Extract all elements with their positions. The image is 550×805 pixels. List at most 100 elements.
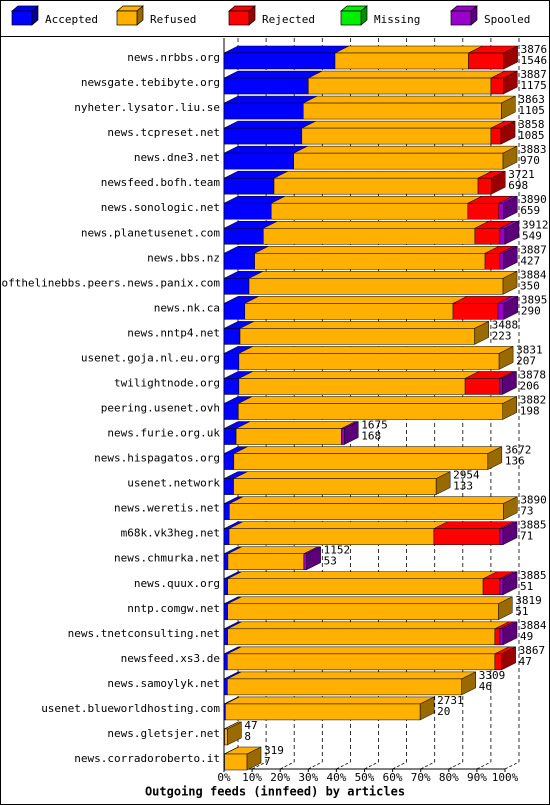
bar-top [334, 45, 483, 54]
accepted-label: 290 [521, 304, 541, 317]
bar-segment [334, 52, 469, 70]
bar-segment [499, 378, 503, 395]
bar-side [502, 396, 518, 420]
accepted-label: 49 [520, 630, 533, 643]
bar-segment [452, 303, 499, 320]
bar-segment [273, 177, 479, 195]
legend-swatch [228, 10, 250, 26]
bar-segment [223, 403, 239, 420]
accepted-label: 71 [520, 530, 533, 543]
bar-side [344, 421, 359, 445]
bar-segment [223, 578, 228, 595]
bar-segment [468, 52, 504, 70]
x-tick-label: 0% [217, 771, 231, 784]
y-tick-label: news.chmurka.net [114, 552, 220, 565]
total-label: 3885 [520, 519, 547, 532]
bar-segment [254, 253, 486, 270]
bar-segment [223, 228, 264, 245]
y-tick-label: peering.usenet.ovh [101, 402, 220, 415]
legend-swatch [450, 10, 472, 26]
bar-top [248, 271, 518, 279]
bar-side [461, 671, 476, 696]
bar-top [293, 145, 518, 154]
bar-segment [499, 578, 504, 595]
y-tick-label: newsfeed.bofh.team [101, 176, 221, 189]
bar-segment [223, 177, 275, 195]
bar-segment [223, 202, 272, 220]
bar-segment [293, 152, 504, 170]
total-label: 1152 [324, 544, 351, 557]
bar-segment [494, 628, 501, 646]
bar-segment [302, 102, 502, 120]
total-label: 3887 [520, 68, 547, 81]
bar-segment [482, 578, 501, 595]
bar-side [490, 170, 506, 195]
bar-side [501, 646, 516, 671]
bar-segment [233, 478, 437, 495]
bar-top [238, 346, 514, 354]
bar-side [502, 571, 518, 596]
bar-segment [244, 303, 454, 320]
bar-segment [477, 177, 492, 195]
legend-label: Accepted [45, 13, 98, 26]
bar-top [223, 145, 308, 154]
accepted-label: 20 [437, 705, 450, 718]
accepted-label: 7 [264, 755, 271, 768]
bar-segment [499, 228, 506, 245]
bar-segment [270, 202, 469, 220]
bar-top [238, 396, 517, 404]
total-label: 3867 [519, 644, 546, 657]
bar-top [303, 95, 516, 104]
bar-top [239, 321, 489, 329]
accepted-label: 51 [520, 580, 533, 593]
y-tick-label: news.sonologic.net [101, 201, 220, 214]
grid-floor-line [364, 761, 379, 770]
bar-segment [225, 703, 421, 721]
accepted-label: 168 [361, 430, 381, 443]
total-label: 3895 [521, 293, 548, 306]
bar-side [502, 145, 518, 170]
accepted-label: 198 [520, 405, 540, 418]
total-label: 3309 [479, 669, 506, 682]
bar-top [263, 221, 490, 229]
grid-floor-line [504, 761, 520, 770]
bar-segment [301, 127, 492, 145]
bar-segment [223, 378, 240, 395]
y-tick-label: endofthelinebbs.peers.news.panix.com [0, 276, 220, 289]
y-tick-label: news.gletsjer.net [107, 727, 220, 740]
grid-floor-line [476, 761, 492, 770]
x-tick-label: 70% [411, 771, 431, 784]
accepted-label: 1175 [520, 79, 547, 92]
bar-side [306, 546, 321, 571]
x-tick-label: 40% [326, 771, 346, 784]
chart-title: Outgoing feeds (innfeed) by articles [145, 785, 405, 799]
x-tick-label: 20% [270, 771, 290, 784]
bar-top [301, 120, 506, 129]
bar-segment [263, 228, 476, 245]
bar-segment [499, 253, 504, 270]
total-label: 3887 [520, 243, 547, 256]
y-tick-label: news.dne3.net [134, 151, 220, 164]
x-tick-label: 30% [298, 771, 318, 784]
y-tick-label: nntp.comgw.net [127, 602, 220, 615]
total-label: 319 [264, 744, 284, 757]
accepted-label: 427 [520, 254, 540, 267]
y-tick-label: news.tcpreset.net [107, 126, 220, 139]
total-label: 3876 [521, 43, 548, 56]
bar-segment [238, 353, 500, 370]
x-tick-label: 80% [439, 771, 459, 784]
y-tick-label: news.planetusenet.com [81, 226, 220, 239]
y-tick-label: news.furie.org.uk [107, 427, 220, 440]
bar-segment [223, 653, 228, 671]
bar-segment [229, 503, 504, 520]
total-label: 1675 [361, 419, 388, 432]
y-tick-label: twilightnode.org [114, 376, 220, 389]
bar-segment [224, 728, 228, 746]
bar-top [225, 696, 435, 705]
bar-side [498, 346, 514, 370]
y-tick-label: news.nrbbs.org [127, 51, 220, 64]
accepted-label: 1546 [521, 54, 548, 67]
bar-top [235, 421, 356, 429]
total-label: 2954 [453, 469, 480, 482]
